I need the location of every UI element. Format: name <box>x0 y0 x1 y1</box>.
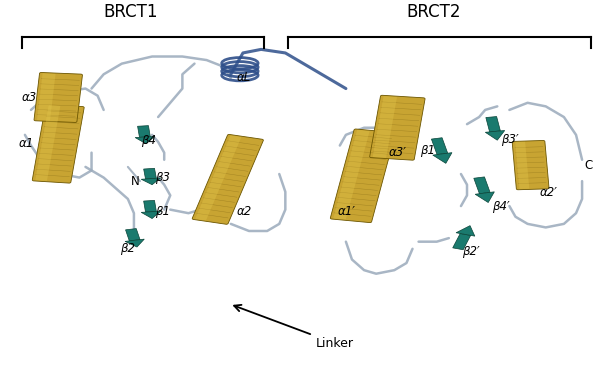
Text: β4: β4 <box>141 134 156 147</box>
FancyBboxPatch shape <box>35 105 60 181</box>
Text: α1′: α1′ <box>338 205 356 218</box>
Text: α3: α3 <box>22 91 37 104</box>
Text: BRCT1: BRCT1 <box>104 3 158 21</box>
Text: N: N <box>131 175 140 188</box>
FancyBboxPatch shape <box>34 73 83 123</box>
FancyBboxPatch shape <box>192 134 263 224</box>
Text: β3′: β3′ <box>501 133 518 146</box>
FancyBboxPatch shape <box>195 135 242 221</box>
Text: β2: β2 <box>120 241 135 255</box>
FancyBboxPatch shape <box>373 96 397 158</box>
Text: α2′: α2′ <box>540 186 558 199</box>
Text: β2′: β2′ <box>462 245 480 258</box>
Polygon shape <box>141 211 161 218</box>
Polygon shape <box>486 117 500 132</box>
Text: Linker: Linker <box>234 305 354 350</box>
Polygon shape <box>475 192 494 203</box>
Text: α3′: α3′ <box>388 146 406 159</box>
Text: β1: β1 <box>421 145 435 157</box>
Polygon shape <box>126 229 140 241</box>
Polygon shape <box>486 131 504 140</box>
FancyBboxPatch shape <box>37 73 55 121</box>
FancyBboxPatch shape <box>330 129 395 223</box>
Polygon shape <box>138 126 151 137</box>
Polygon shape <box>125 239 144 247</box>
Polygon shape <box>141 178 161 185</box>
Text: BRCT2: BRCT2 <box>407 3 461 21</box>
Polygon shape <box>135 137 155 144</box>
Text: β3: β3 <box>155 171 170 184</box>
Polygon shape <box>474 177 490 194</box>
Text: α2: α2 <box>237 205 252 218</box>
FancyBboxPatch shape <box>32 105 84 183</box>
Text: C: C <box>584 159 592 172</box>
Text: β4′: β4′ <box>492 200 510 212</box>
Polygon shape <box>144 200 157 212</box>
FancyBboxPatch shape <box>515 142 529 189</box>
Text: αL: αL <box>237 72 251 84</box>
Polygon shape <box>453 233 470 250</box>
Text: α1: α1 <box>19 137 34 150</box>
Text: β1: β1 <box>155 205 169 218</box>
Polygon shape <box>433 153 452 163</box>
Polygon shape <box>432 138 448 155</box>
FancyBboxPatch shape <box>333 130 370 219</box>
Polygon shape <box>456 226 475 236</box>
FancyBboxPatch shape <box>512 141 549 190</box>
Polygon shape <box>144 168 157 179</box>
FancyBboxPatch shape <box>370 95 425 160</box>
